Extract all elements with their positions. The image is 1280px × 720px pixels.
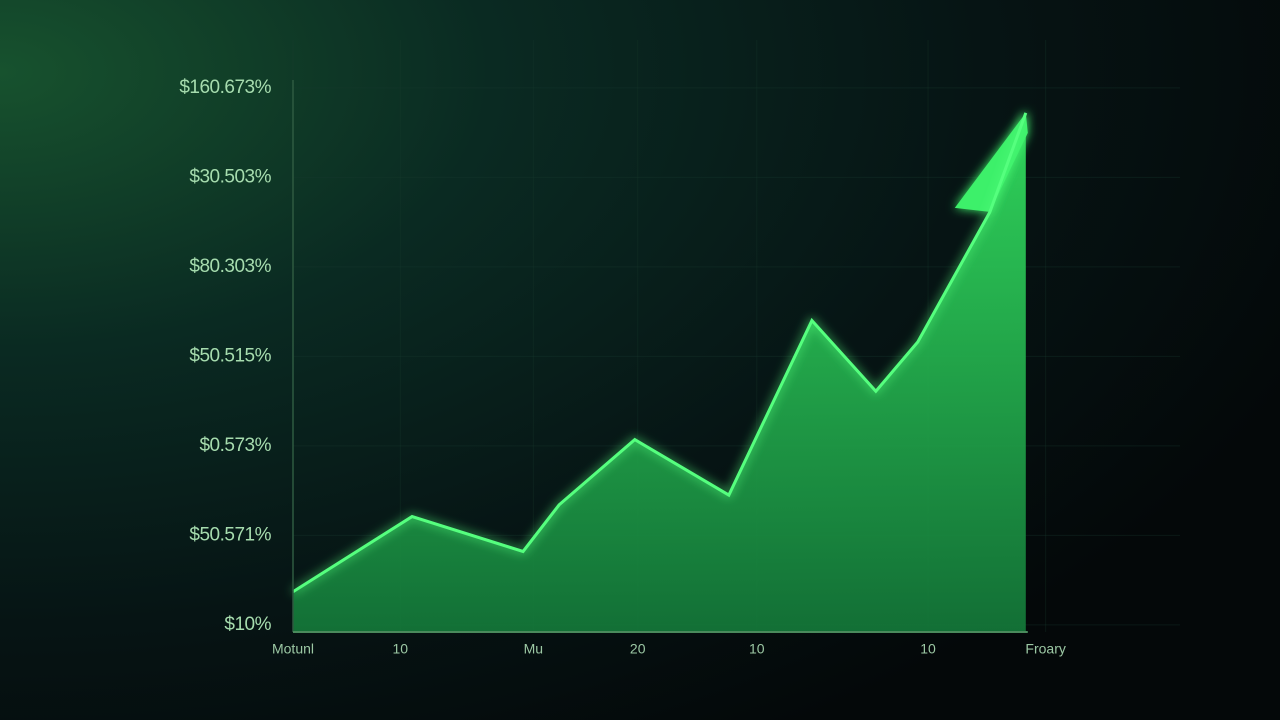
x-tick-label: Froary [1025, 641, 1065, 657]
x-tick-label: Mu [524, 641, 543, 657]
y-tick-label: $30.503% [189, 166, 271, 187]
arrow-head [954, 112, 1028, 212]
y-tick-label: $50.571% [189, 524, 271, 545]
y-tick-label: $160.673% [179, 77, 271, 98]
x-tick-label: Motunl [272, 641, 314, 657]
area [293, 112, 1026, 633]
y-tick-label: $0.573% [199, 435, 271, 456]
line [292, 112, 1028, 593]
y-tick-label: $10% [224, 614, 271, 635]
x-tick-label: 10 [920, 641, 936, 657]
x-tick-label: 20 [630, 641, 646, 657]
x-tick-label: 10 [393, 641, 409, 657]
y-tick-label: $50.515% [189, 345, 271, 366]
x-tick-label: 10 [749, 641, 765, 657]
y-tick-label: $80.303% [189, 256, 271, 277]
